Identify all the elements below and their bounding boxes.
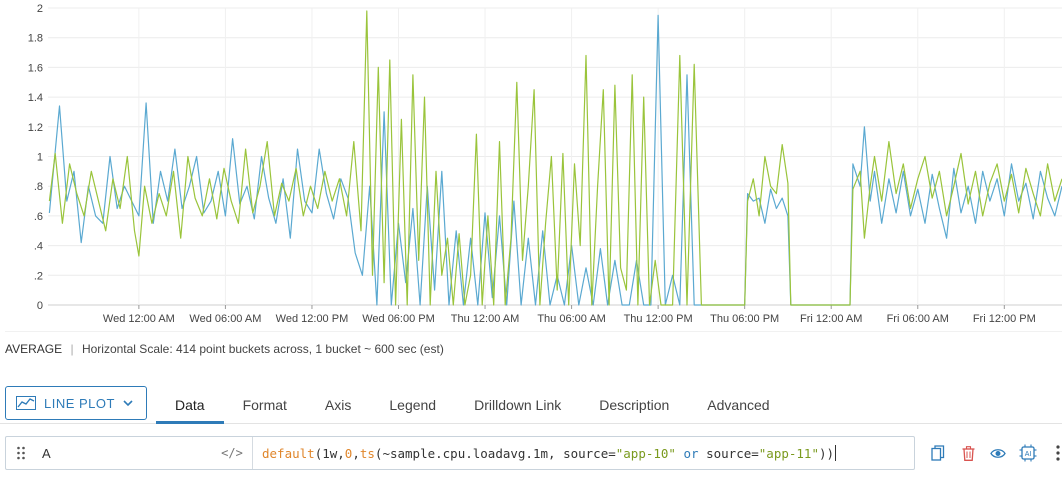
- x-tick-label: Wed 06:00 PM: [362, 313, 435, 325]
- query-token: "app-10": [615, 445, 676, 461]
- summary-separator: |: [70, 342, 74, 356]
- x-tick-label: Thu 12:00 PM: [624, 313, 693, 325]
- x-tick-label: Wed 06:00 AM: [189, 313, 261, 325]
- y-tick-label: 1: [37, 152, 43, 164]
- tab-format[interactable]: Format: [242, 397, 287, 413]
- y-tick-label: 2: [37, 3, 43, 15]
- query-token: 1w,: [322, 445, 345, 461]
- plot-type-label: LINE PLOT: [44, 395, 115, 411]
- y-tick-label: 1.8: [28, 33, 43, 45]
- query-token: )): [819, 445, 835, 461]
- series-line-2: [48, 10, 1062, 306]
- copy-icon[interactable]: [923, 436, 953, 470]
- query-token: (: [314, 445, 323, 461]
- query-token: ts: [359, 445, 375, 461]
- x-axis: Wed 12:00 AM Wed 06:00 AM Wed 12:00 PM Wed …: [103, 305, 1036, 325]
- tabs-divider: [0, 423, 1062, 424]
- query-token: default: [262, 445, 315, 461]
- tab-data[interactable]: Data: [156, 386, 224, 424]
- tab-description[interactable]: Description: [599, 397, 670, 413]
- x-tick-label: Fri 06:00 AM: [887, 313, 949, 325]
- y-tick-label: .4: [34, 241, 43, 253]
- x-tick-label: Wed 12:00 AM: [103, 313, 175, 325]
- x-tick-label: Thu 06:00 AM: [537, 313, 606, 325]
- query-token: ,: [352, 445, 360, 461]
- x-tick-label: Thu 12:00 AM: [451, 313, 520, 325]
- query-row: A </> default(1w, 0, ts (~sample.cpu.load…: [5, 436, 1062, 472]
- tab-drilldown-link[interactable]: Drilldown Link: [474, 397, 562, 413]
- y-tick-label: .8: [34, 181, 43, 193]
- chart: 21.81.61.41.21.8.6.4.20 Wed 12:00 AM Wed …: [5, 3, 1062, 332]
- ai-label: AI: [1025, 451, 1032, 458]
- y-tick-label: 1.2: [28, 122, 43, 134]
- plot-type-dropdown[interactable]: LINE PLOT: [5, 386, 147, 420]
- x-tick-label: Fri 12:00 AM: [800, 313, 862, 325]
- y-tick-label: 0: [37, 300, 43, 312]
- query-token: (~sample.cpu.loadavg.1m, source=: [374, 445, 616, 461]
- query-token: "app-11": [758, 445, 819, 461]
- trash-icon[interactable]: [953, 436, 983, 470]
- more-vertical-icon[interactable]: [1043, 436, 1062, 470]
- query-token: or: [683, 445, 699, 461]
- y-tick-label: 1.6: [28, 62, 43, 74]
- chart-summary: AVERAGE | Horizontal Scale: 414 point bu…: [5, 342, 444, 356]
- query-name[interactable]: A: [42, 445, 51, 461]
- x-tick-label: Thu 06:00 PM: [710, 313, 779, 325]
- query-token: [676, 446, 684, 461]
- text-caret: [835, 445, 837, 461]
- line-chart-icon: [16, 396, 36, 410]
- x-tick-label: Wed 12:00 PM: [276, 313, 349, 325]
- tab-axis[interactable]: Axis: [324, 397, 352, 413]
- chevron-down-icon: [123, 400, 133, 407]
- drag-handle-icon[interactable]: [6, 437, 36, 469]
- query-box: A </> default(1w, 0, ts (~sample.cpu.load…: [5, 436, 915, 470]
- code-toggle-button[interactable]: </>: [221, 446, 243, 460]
- query-actions: AI: [923, 436, 1062, 470]
- y-tick-label: 1.4: [28, 92, 43, 104]
- editor-tabs: Data Format Axis Legend Drilldown Link D…: [156, 386, 789, 424]
- x-tick-label: Fri 12:00 PM: [973, 313, 1036, 325]
- query-token: source=: [698, 445, 759, 461]
- y-tick-label: .6: [34, 211, 43, 223]
- tab-legend[interactable]: Legend: [389, 397, 437, 413]
- query-editor-input[interactable]: default(1w, 0, ts (~sample.cpu.loadavg.1m…: [252, 437, 914, 469]
- eye-icon[interactable]: [983, 436, 1013, 470]
- query-token: 0: [344, 445, 353, 461]
- chart-series: [48, 10, 1062, 306]
- series-line-1: [48, 14, 1062, 306]
- aggregation-label: AVERAGE: [5, 342, 63, 356]
- ai-assist-icon[interactable]: AI: [1013, 436, 1043, 470]
- y-axis: 21.81.61.41.21.8.6.4.20: [28, 3, 43, 312]
- horizontal-scale-text: Horizontal Scale: 414 point buckets acro…: [81, 342, 444, 356]
- y-tick-label: .2: [34, 270, 43, 282]
- tab-advanced[interactable]: Advanced: [707, 397, 770, 413]
